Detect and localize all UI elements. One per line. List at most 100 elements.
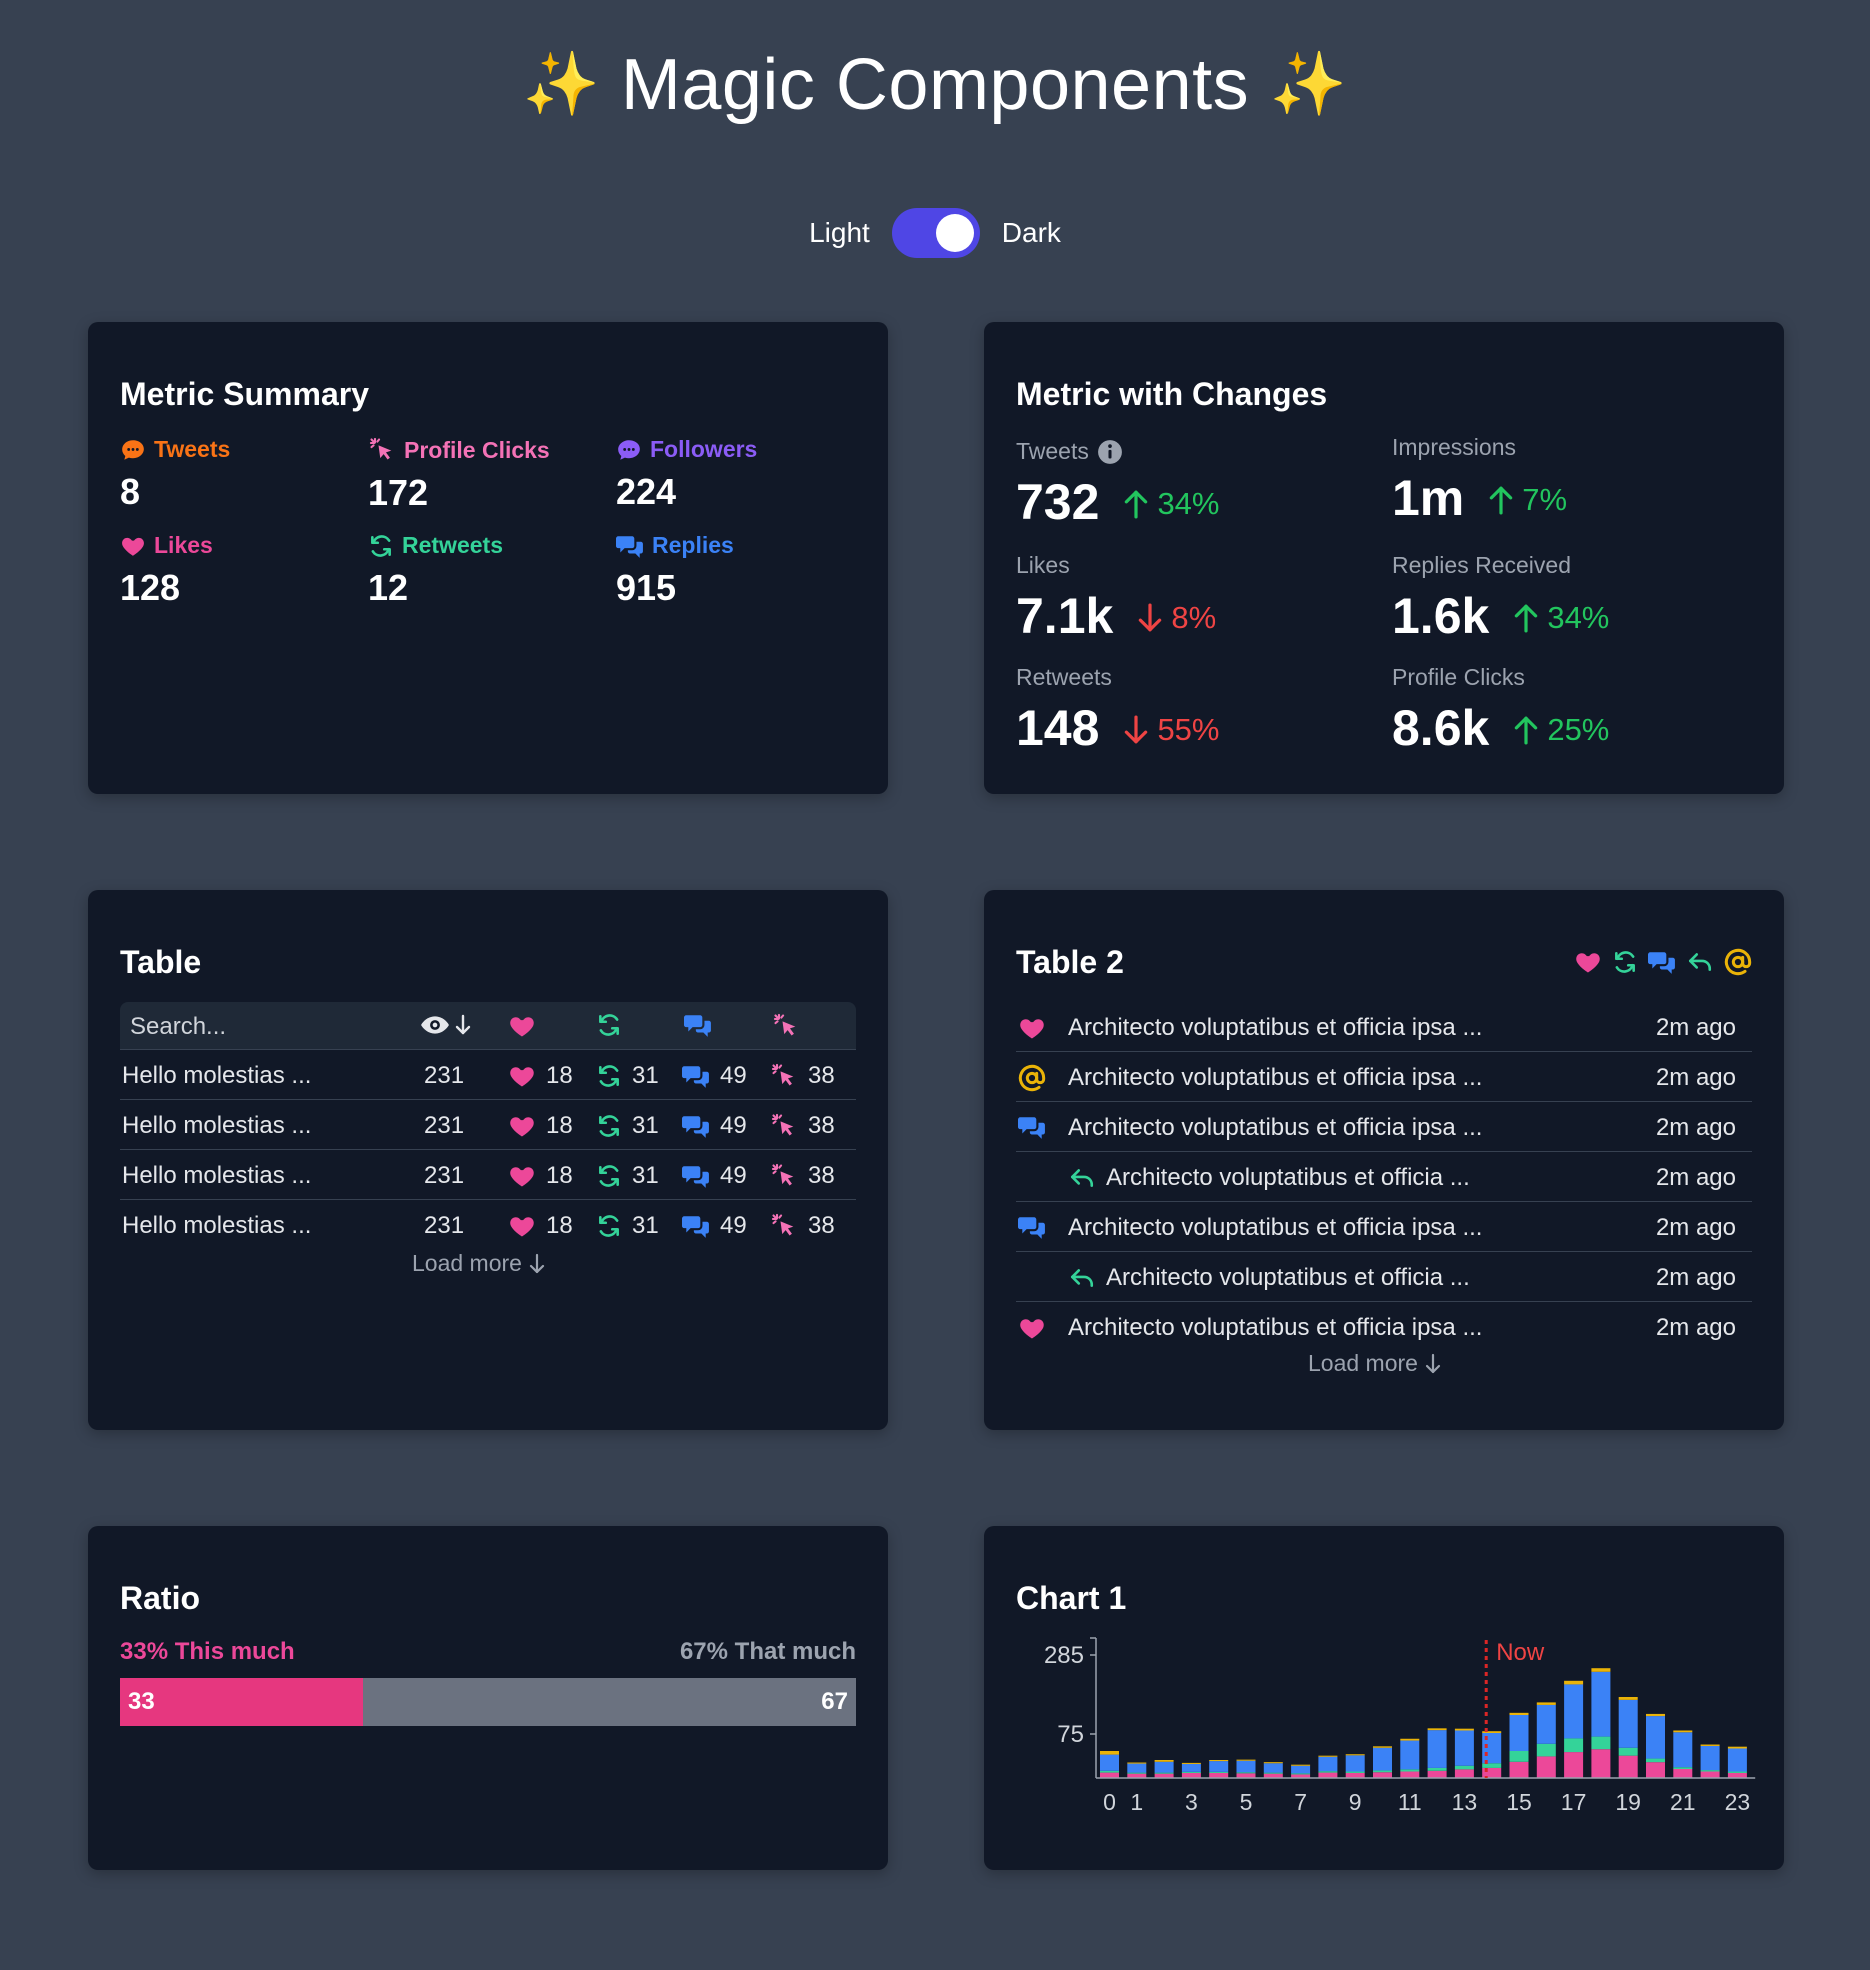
feed-row[interactable]: Architecto voluptatibus et officia ipsa … (1016, 1002, 1752, 1052)
cursor-click-icon (369, 437, 392, 460)
change-metric-retweets: Retweets 148 55% (1016, 664, 1219, 757)
metric-changes-card: Metric with Changes Tweets 732 34% Impre… (984, 322, 1784, 794)
row-text: Hello molestias ... (122, 1062, 312, 1089)
ratio-segment-a: 33 (120, 1678, 363, 1726)
chart-bar-segment (1236, 1772, 1256, 1774)
replies-icon (1018, 1117, 1045, 1139)
chart-bar-segment (1509, 1712, 1529, 1715)
chart-bar-segment (1263, 1763, 1283, 1773)
feed-row[interactable]: Architecto voluptatibus et officia ... 2m… (1016, 1252, 1752, 1302)
heart-icon (510, 1217, 534, 1237)
chart-bar-segment (1209, 1771, 1229, 1773)
chart-bar-segment (1318, 1771, 1338, 1773)
ratio-value-b: 67 (821, 1688, 848, 1715)
arrow-up-icon (1515, 604, 1538, 633)
sort-views-header[interactable] (420, 1012, 472, 1038)
toggle-knob[interactable] (935, 214, 974, 252)
chart-bar-segment (1291, 1773, 1311, 1775)
cursor-click-icon (771, 1213, 794, 1236)
chart-bar-segment (1154, 1761, 1174, 1773)
at-sign-icon[interactable] (1724, 948, 1752, 976)
feed-row[interactable]: Architecto voluptatibus et officia ipsa … (1016, 1102, 1752, 1152)
chart-bar-segment (1509, 1761, 1529, 1778)
chart-bar-segment (1700, 1770, 1720, 1772)
heart-icon (510, 1117, 534, 1137)
feed-row[interactable]: Architecto voluptatibus et officia ipsa … (1016, 1052, 1752, 1102)
table-row[interactable]: Hello molestias ... 231 18 31 49 38 (120, 1150, 856, 1200)
search-input[interactable]: Search... (130, 1013, 227, 1040)
reply-arrow-icon[interactable] (1686, 949, 1714, 975)
heart-icon (510, 1167, 534, 1187)
table-row[interactable]: Hello molestias ... 231 18 31 49 38 (120, 1100, 856, 1150)
chart-bar-segment (1127, 1762, 1147, 1764)
arrow-up-icon (1490, 486, 1513, 515)
chart-bar-segment (1454, 1730, 1474, 1766)
feed-row[interactable]: Architecto voluptatibus et officia ipsa … (1016, 1302, 1752, 1352)
metric-label: Likes (1016, 552, 1070, 578)
metric-followers: Followers 224 (616, 436, 757, 513)
table-row[interactable]: Hello molestias ... 231 18 31 49 38 (120, 1050, 856, 1100)
feed-row-time: 2m ago (1655, 1214, 1736, 1241)
row-text: Hello molestias ... (122, 1212, 312, 1239)
sort-likes-header[interactable] (508, 1012, 536, 1040)
chart-bar-segment (1536, 1743, 1556, 1757)
reply-arrow-icon (1070, 1169, 1094, 1187)
sort-clicks-header[interactable] (772, 1012, 800, 1040)
table-row[interactable]: Hello molestias ... 231 18 31 49 38 (120, 1200, 856, 1250)
retweet-icon (599, 1065, 619, 1087)
arrow-down-icon (1425, 1353, 1441, 1373)
feed-row[interactable]: Architecto voluptatibus et officia ... 2m… (1016, 1152, 1752, 1202)
chart-bar-segment (1536, 1702, 1556, 1705)
chart-bar-segment (1400, 1738, 1420, 1741)
chart-bar-segment (1154, 1772, 1174, 1774)
chart-bar-segment (1591, 1671, 1611, 1737)
metric-value: 224 (616, 471, 677, 512)
feed-row-text: Architecto voluptatibus et officia ipsa … (1068, 1114, 1483, 1141)
sort-retweets-header[interactable] (596, 1012, 622, 1038)
arrow-down-icon (1139, 603, 1162, 632)
cursor-click-icon (771, 1113, 794, 1136)
cursor-click-icon (771, 1063, 794, 1086)
chart-bar-segment (1646, 1713, 1665, 1717)
row-views: 231 (424, 1162, 465, 1189)
theme-toggle[interactable] (891, 208, 980, 258)
row-retweets: 31 (632, 1062, 659, 1089)
heart-icon[interactable] (1574, 948, 1602, 976)
load-more-label: Load more (412, 1250, 522, 1276)
metric-label: Profile Clicks (1392, 664, 1525, 690)
row-replies: 49 (720, 1112, 747, 1139)
metric-value: 732 (1016, 474, 1100, 530)
feed-row-time: 2m ago (1655, 1164, 1736, 1191)
row-replies: 49 (720, 1212, 747, 1239)
ratio-bar: 33 67 (120, 1678, 856, 1726)
chart-bar-segment (1318, 1756, 1338, 1772)
info-icon[interactable] (1097, 439, 1123, 465)
chart-bar-segment (1236, 1759, 1256, 1761)
retweet-icon (599, 1165, 619, 1187)
toggle-dark-label[interactable]: Dark (1001, 217, 1061, 248)
toggle-light-label[interactable]: Light (809, 217, 870, 248)
x-tick-label: 0 (1103, 1789, 1116, 1815)
x-tick-label: 15 (1506, 1789, 1532, 1815)
chart-bar-segment (1291, 1765, 1311, 1774)
metric-change: 8% (1171, 600, 1217, 635)
reply-arrow-icon (1070, 1269, 1094, 1287)
replies-icon[interactable] (1648, 949, 1676, 975)
chart-bar-segment (1181, 1772, 1201, 1778)
chart-bar-segment (1564, 1738, 1584, 1753)
x-tick-label: 21 (1670, 1789, 1696, 1815)
chart-bar-segment (1646, 1758, 1665, 1763)
y-tick-label: 285 (1044, 1642, 1084, 1669)
retweet-icon[interactable] (1612, 949, 1638, 975)
metric-label: Likes (154, 532, 213, 558)
feed-row-text: Architecto voluptatibus et officia ipsa … (1068, 1014, 1483, 1041)
table-header: Search... (120, 1002, 856, 1050)
chart-bar-segment (1727, 1748, 1747, 1772)
load-more-button[interactable]: Load more (1308, 1350, 1442, 1377)
load-more-button[interactable]: Load more (412, 1250, 546, 1277)
sort-replies-header[interactable] (684, 1012, 712, 1038)
row-clicks: 38 (808, 1212, 835, 1239)
table2-card: Table 2 Architecto voluptatibus et offic… (984, 890, 1784, 1430)
feed-row[interactable]: Architecto voluptatibus et officia ipsa … (1016, 1202, 1752, 1252)
metric-summary-card: Metric Summary Tweets 8 Profile Clicks 1… (88, 322, 888, 794)
